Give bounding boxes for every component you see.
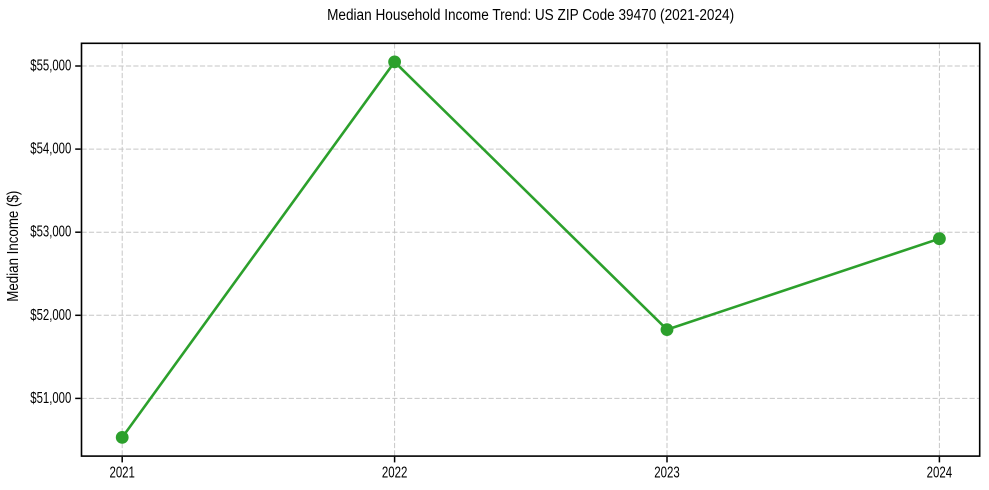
svg-text:$52,000: $52,000: [30, 307, 71, 324]
svg-text:$53,000: $53,000: [30, 224, 71, 241]
svg-text:$51,000: $51,000: [30, 390, 71, 407]
svg-text:Median Income ($): Median Income ($): [5, 191, 22, 302]
svg-text:2023: 2023: [654, 464, 680, 481]
svg-text:2024: 2024: [927, 464, 953, 481]
svg-text:2021: 2021: [109, 464, 135, 481]
svg-text:$54,000: $54,000: [30, 141, 71, 158]
svg-text:Median Household Income Trend:: Median Household Income Trend: US ZIP Co…: [327, 7, 734, 24]
svg-text:$55,000: $55,000: [30, 58, 71, 75]
svg-text:2022: 2022: [382, 464, 408, 481]
